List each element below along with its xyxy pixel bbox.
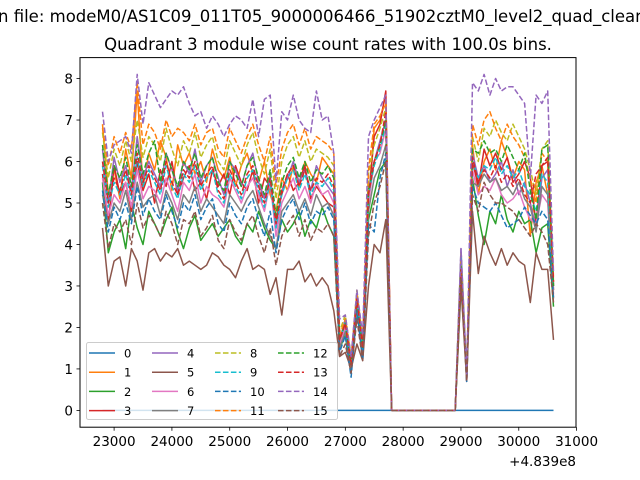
- legend-label-8: 8: [250, 347, 257, 361]
- series-line-11: [101, 81, 555, 412]
- axes-frame: [79, 57, 577, 428]
- legend-label-14: 14: [313, 385, 328, 399]
- figure-suptitle: n file: modeM0/AS1C09_011T05_9000006466_…: [0, 7, 640, 27]
- legend-label-3: 3: [124, 404, 131, 418]
- series-line-12: [101, 119, 555, 412]
- series-line-13: [101, 110, 555, 412]
- y-tick-label: 5: [64, 196, 73, 212]
- y-tick-label: 4: [64, 237, 73, 253]
- x-tick-label: 25000: [208, 434, 251, 450]
- legend-label-1: 1: [124, 366, 131, 380]
- x-tick-label: 23000: [93, 434, 136, 450]
- legend-label-13: 13: [313, 366, 328, 380]
- series-layer: [101, 73, 555, 412]
- x-tick-label: 29000: [439, 434, 482, 450]
- x-tick-label: 24000: [150, 434, 193, 450]
- series-line-6: [101, 127, 555, 412]
- x-tick-label: 26000: [266, 434, 309, 450]
- x-tick-label: 31000: [555, 434, 598, 450]
- legend-box: [86, 342, 338, 420]
- series-line-10: [101, 152, 555, 412]
- legend-label-12: 12: [313, 347, 328, 361]
- series-line-5: [101, 210, 555, 412]
- legend-label-15: 15: [313, 404, 328, 418]
- legend-label-5: 5: [187, 366, 194, 380]
- x-tick-label: 30000: [497, 434, 540, 450]
- x-tick-label: 27000: [324, 434, 367, 450]
- x-axis: 23000 24000 25000 26000 27000 28000 29000 30000…: [93, 427, 598, 450]
- y-tick-label: 8: [64, 72, 73, 88]
- series-line-14: [101, 73, 555, 412]
- chart-title: Quadrant 3 module wise count rates with …: [104, 35, 552, 54]
- y-tick-label: 1: [64, 362, 73, 378]
- legend-label-6: 6: [187, 385, 194, 399]
- legend-label-7: 7: [187, 404, 194, 418]
- legend-label-2: 2: [124, 385, 131, 399]
- legend-label-10: 10: [250, 385, 265, 399]
- y-tick-label: 0: [64, 403, 73, 419]
- series-line-7: [101, 144, 555, 412]
- y-tick-label: 3: [64, 279, 73, 295]
- legend-label-0: 0: [124, 347, 131, 361]
- legend-label-4: 4: [187, 347, 194, 361]
- series-line-15: [101, 160, 555, 412]
- y-tick-label: 6: [64, 155, 73, 171]
- series-line-2: [101, 160, 555, 412]
- legend-label-11: 11: [250, 404, 265, 418]
- y-tick-label: 2: [64, 320, 73, 336]
- y-tick-label: 7: [64, 113, 73, 129]
- series-line-8: [101, 106, 555, 412]
- y-axis: 0 1 2 3 4 5 6 7 8: [64, 72, 80, 419]
- legend-label-9: 9: [250, 366, 257, 380]
- series-line-9: [101, 123, 555, 412]
- x-offset-text: +4.839e8: [509, 454, 576, 470]
- x-tick-label: 28000: [382, 434, 425, 450]
